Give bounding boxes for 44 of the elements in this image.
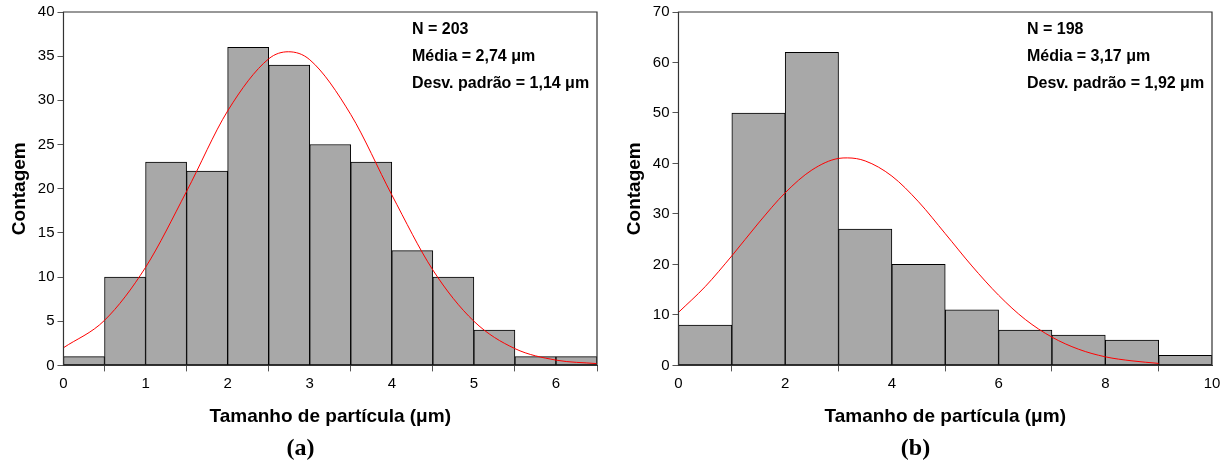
y-tick-label: 70 [652,2,670,20]
y-tick-label: 60 [652,52,670,70]
x-tick-label: 3 [305,373,314,391]
y-tick-label: 10 [37,267,55,285]
y-tick-label: 0 [46,355,55,373]
y-tick-label: 40 [652,153,670,171]
y-axis-title: Contagem [7,142,29,236]
x-tick-label: 5 [469,373,479,391]
x-tick-label: 10 [1203,373,1221,391]
x-tick-label: 2 [781,373,790,391]
x-tick-label: 0 [674,373,683,391]
x-tick-label: 1 [141,373,150,391]
y-tick-label: 10 [652,305,670,323]
x-axis-title: Tamanho de partícula (μm) [824,405,1066,427]
y-tick-label: 50 [652,103,670,121]
annotation: Desv. padrão = 1,14 μm [412,74,590,92]
line-series [63,51,597,365]
annotation: Desv. padrão = 1,92 μm [1027,74,1205,92]
x-tick-label: 4 [887,373,897,391]
x-axis-title: Tamanho de partícula (μm) [209,405,451,427]
x-tick-label: 2 [223,373,232,391]
y-tick-label: 15 [37,223,55,241]
y-tick-label: 40 [37,2,55,20]
x-tick-label: 6 [994,373,1003,391]
annotation: Média = 3,17 μm [1027,47,1151,65]
y-tick-label: 5 [46,311,55,329]
x-tick-label: 8 [1101,373,1110,391]
annotation: Média = 2,74 μm [412,47,536,65]
text: (b) [900,433,931,460]
line-series [678,157,1160,364]
x-tick-label: 6 [551,373,561,391]
annotation: N = 198 [1027,20,1084,38]
y-axis-title: Contagem [622,142,644,236]
y-tick-label: 25 [37,134,55,152]
text: (a) [286,433,315,460]
y-tick-label: 35 [37,46,55,64]
annotation: N = 203 [412,20,469,38]
y-tick-label: 0 [661,355,670,373]
y-tick-label: 30 [652,204,670,222]
y-tick-label: 20 [37,178,55,196]
x-tick-label: 4 [387,373,396,391]
y-tick-label: 30 [37,90,55,108]
y-tick-label: 20 [652,254,670,272]
x-tick-label: 0 [59,373,68,391]
